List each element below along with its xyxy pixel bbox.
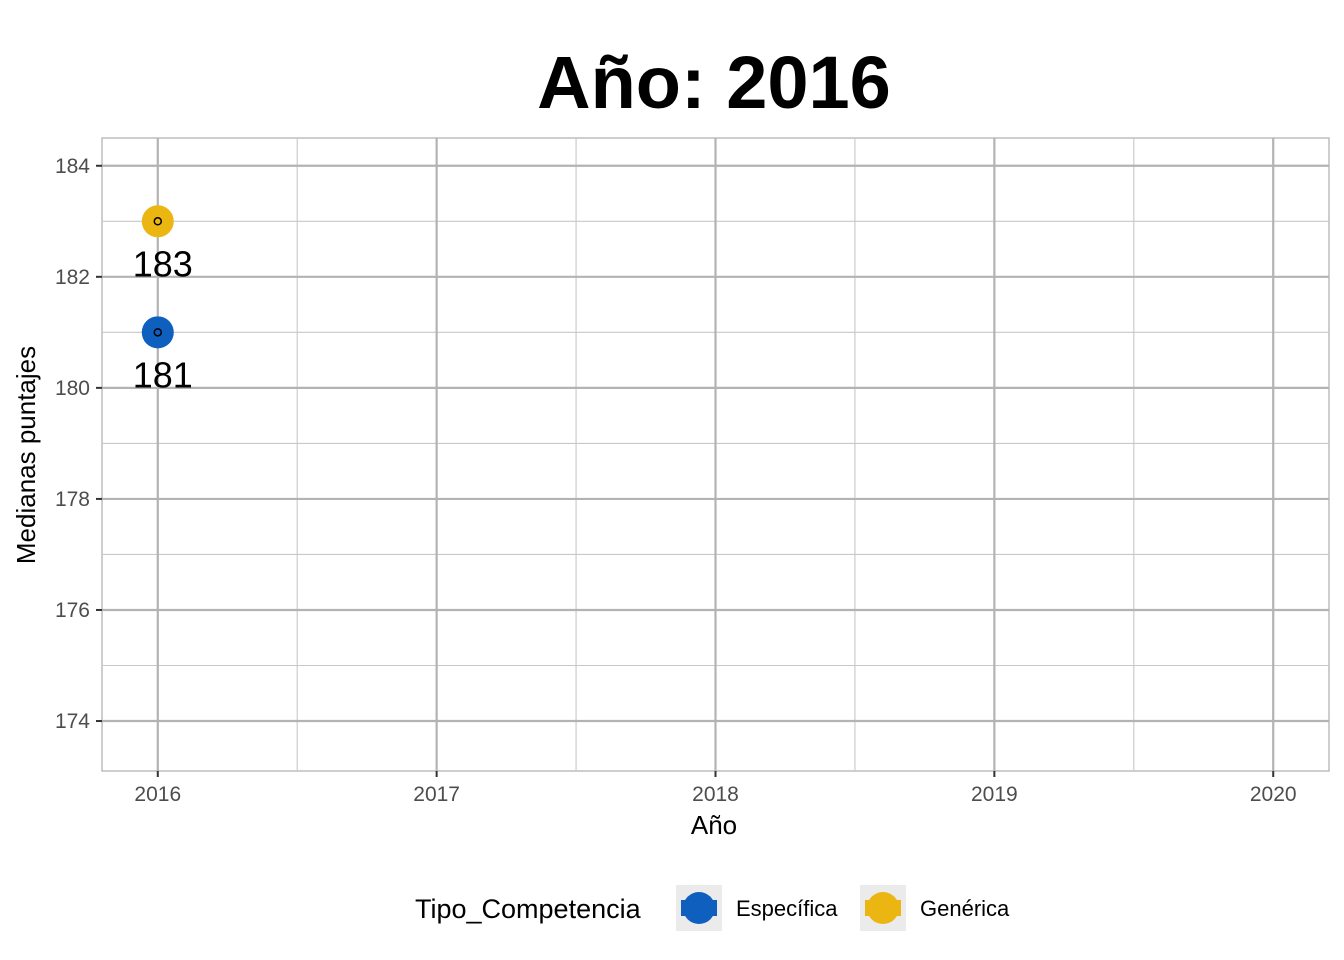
legend: Tipo_Competencia Específica Genérica [415,885,1010,931]
legend-key-point [867,892,899,924]
plot-panel: 2016 2017 2018 2019 2020 174 176 178 180 182 184 1… [55,137,1330,806]
x-axis-title: Año [691,810,737,840]
y-tick-label: 184 [55,155,90,178]
y-tick-label: 182 [55,266,90,289]
data-label: 183 [133,243,193,284]
axis-ticks: 2016 2017 2018 2019 2020 174 176 178 180 182 184 [55,155,1297,806]
x-tick-label: 2019 [971,783,1018,806]
y-tick-label: 178 [55,488,90,511]
legend-title: Tipo_Competencia [415,894,642,924]
legend-label: Genérica [920,896,1010,921]
data-point-center [153,217,163,226]
legend-key-point [683,892,715,924]
y-tick-label: 174 [55,710,90,733]
x-tick-label: 2018 [692,783,739,806]
y-axis-title: Medianas puntajes [11,346,41,564]
y-tick-label: 176 [55,599,90,622]
data-label: 181 [133,354,193,395]
x-tick-label: 2016 [134,783,181,806]
grid-lines [102,138,1329,771]
x-tick-label: 2017 [413,783,460,806]
data-point-center [153,328,163,337]
legend-label: Específica [736,896,838,921]
chart-title: Año: 2016 [537,41,891,124]
y-tick-label: 180 [55,377,90,400]
data-points: 181 183 [133,205,193,395]
data-point [141,205,174,238]
data-point [141,316,174,349]
x-tick-label: 2020 [1250,783,1297,806]
